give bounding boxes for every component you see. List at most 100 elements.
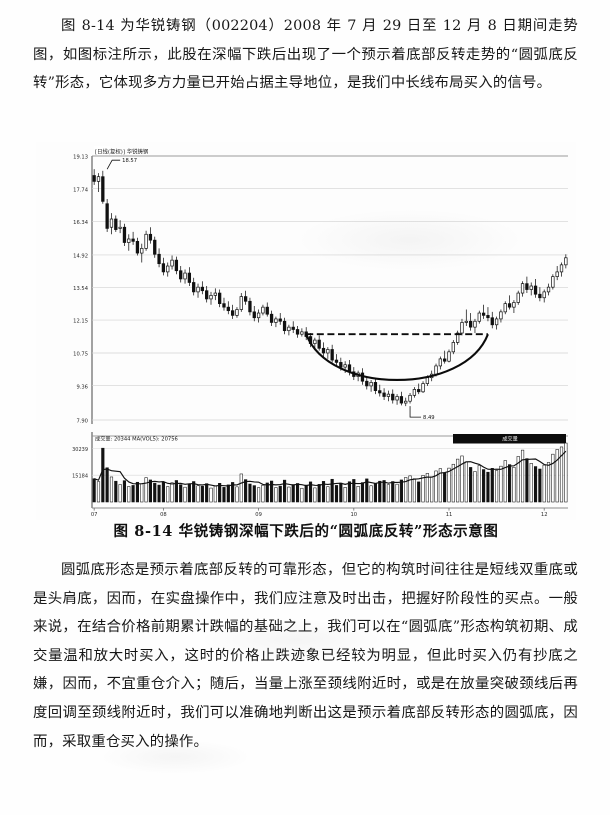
- candlestick: [196, 283, 200, 298]
- price-axis-tick: 12.15: [73, 319, 88, 325]
- price-axis-tick: 13.54: [73, 286, 89, 292]
- volume-bar: [508, 464, 512, 503]
- volume-bar: [391, 481, 395, 503]
- date-axis-tick: 10: [350, 512, 357, 518]
- volume-bar: [503, 460, 507, 503]
- volume-bar: [114, 480, 118, 503]
- volume-bar: [438, 468, 442, 503]
- candlestick: [499, 309, 503, 323]
- candlestick: [334, 354, 339, 366]
- volume-bar: [434, 470, 438, 503]
- candlestick: [507, 295, 512, 310]
- volume-bar: [261, 484, 265, 503]
- volume-bar: [564, 442, 568, 503]
- volume-bar: [295, 483, 300, 503]
- candlestick: [96, 173, 101, 192]
- volume-bar: [252, 485, 256, 503]
- volume-bar: [520, 449, 525, 503]
- candlestick: [200, 281, 204, 295]
- candlestick: [278, 313, 282, 325]
- candlestick: [373, 377, 378, 395]
- volume-bar: [235, 486, 239, 503]
- volume-bar: [469, 467, 473, 503]
- candlestick: [295, 325, 300, 338]
- volume-bar: [365, 478, 369, 503]
- volume-bar: [447, 467, 451, 503]
- volume-bar: [395, 483, 399, 503]
- candlestick: [460, 318, 464, 336]
- volume-bar: [231, 482, 235, 503]
- candlestick: [555, 266, 559, 281]
- volume-bar: [495, 470, 499, 503]
- volume-bar: [551, 453, 555, 503]
- volume-bar: [287, 486, 291, 503]
- candlestick: [525, 276, 529, 294]
- candlestick: [127, 234, 131, 251]
- volume-legend-label: 成交量: [502, 435, 518, 443]
- candlestick: [105, 199, 109, 232]
- volume-bar: [499, 465, 503, 503]
- candlestick: [148, 227, 153, 244]
- candlestick: [490, 311, 494, 329]
- volume-bar: [304, 484, 308, 503]
- candlestick: [533, 278, 538, 298]
- analysis-paragraph: 圆弧底形态是预示着底部反转的可靠形态，但它的构筑时间往往是短线双重底或是头肩底，…: [33, 556, 578, 756]
- candlestick: [118, 220, 122, 234]
- volume-panel-title: 成交量: 20344 MA(VOL5): 20756: [95, 435, 178, 443]
- candlestick: [546, 283, 551, 296]
- candlestick: [369, 380, 373, 392]
- volume-bar: [343, 487, 347, 503]
- volume-bar: [166, 486, 170, 503]
- stock-chart: 19.13 17.74 16.34 14.92 13.54 12.15 10.75 9.36 7…: [36, 142, 576, 520]
- volume-bar: [105, 467, 109, 503]
- volume-bar: [187, 483, 191, 503]
- candlestick: [109, 213, 114, 235]
- candlestick: [399, 391, 404, 406]
- volume-bar: [477, 465, 481, 503]
- volume-bar: [482, 469, 486, 503]
- volume-bar: [516, 456, 520, 503]
- volume-bar: [135, 481, 140, 503]
- volume-bar: [282, 479, 287, 503]
- volume-bar: [183, 486, 187, 503]
- volume-bar: [101, 447, 105, 503]
- volume-bar: [270, 480, 274, 503]
- volume-ma-line: [93, 450, 567, 487]
- candlestick: [451, 340, 455, 355]
- candlestick: [256, 309, 261, 323]
- volume-bar: [218, 483, 222, 503]
- volume-bar: [300, 487, 304, 503]
- volume-bar: [542, 464, 546, 503]
- price-axis-tick: 7.90: [76, 419, 88, 425]
- candlestick: [140, 243, 144, 263]
- volume-bar: [352, 479, 356, 503]
- volume-legend-chip: [453, 434, 566, 444]
- volume-bar: [464, 461, 468, 503]
- volume-bar: [451, 463, 455, 503]
- volume-bar: [529, 463, 533, 503]
- volume-bar: [373, 483, 378, 503]
- candlestick: [135, 237, 140, 256]
- volume-bar: [92, 478, 96, 503]
- annotation-label: 8.49: [423, 415, 435, 421]
- volume-axis-tick: 30239: [72, 447, 88, 453]
- candlestick: [321, 342, 326, 357]
- volume-bar: [473, 471, 477, 503]
- volume-bar: [244, 479, 248, 503]
- volume-bar: [148, 479, 152, 503]
- volume-bar: [559, 446, 564, 503]
- candlestick: [313, 337, 317, 349]
- candlestick: [456, 330, 460, 345]
- chart-title: [日线(复权)] 华锐铸钢: [95, 148, 148, 156]
- candlestick: [144, 230, 148, 251]
- candlestick: [408, 392, 412, 404]
- candlestick: [92, 169, 96, 185]
- volume-bar: [157, 484, 161, 503]
- volume-bar: [326, 486, 330, 503]
- candlestick: [174, 256, 179, 275]
- volume-bar: [456, 458, 460, 503]
- volume-bar: [140, 483, 144, 503]
- volume-bar: [127, 486, 131, 503]
- volume-bar: [533, 466, 538, 503]
